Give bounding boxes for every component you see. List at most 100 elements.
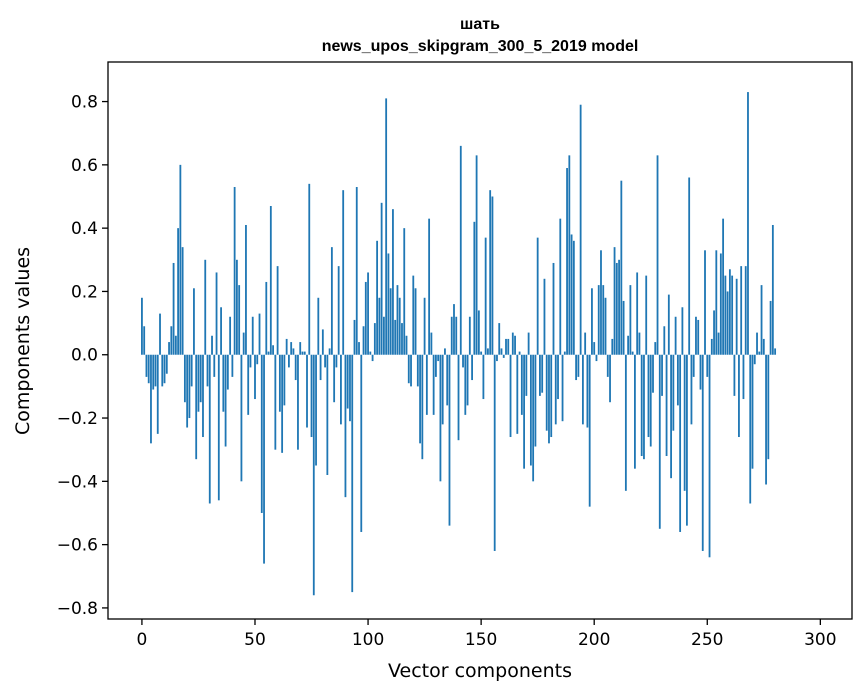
bar-215 bbox=[627, 335, 630, 355]
bar-167 bbox=[518, 351, 521, 355]
bar-116 bbox=[403, 228, 406, 355]
bar-122 bbox=[416, 354, 419, 387]
bar-189 bbox=[568, 155, 571, 355]
bar-21 bbox=[188, 354, 191, 419]
bar-67 bbox=[292, 348, 295, 355]
bar-216 bbox=[629, 285, 632, 355]
bar-277 bbox=[767, 354, 770, 460]
bar-59 bbox=[274, 354, 277, 450]
bar-218 bbox=[634, 354, 636, 469]
bar-40 bbox=[231, 354, 234, 377]
bar-74 bbox=[308, 183, 311, 355]
bar-154 bbox=[489, 190, 492, 355]
bar-99 bbox=[364, 281, 367, 355]
bar-28 bbox=[204, 259, 207, 355]
bar-109 bbox=[387, 253, 390, 355]
bar-262 bbox=[733, 354, 736, 396]
bar-71 bbox=[301, 351, 304, 355]
bar-91 bbox=[346, 354, 349, 409]
bar-219 bbox=[636, 272, 639, 355]
bar-249 bbox=[704, 250, 706, 355]
bar-118 bbox=[407, 354, 410, 384]
bar-229 bbox=[658, 354, 661, 529]
bar-264 bbox=[738, 354, 740, 438]
bar-73 bbox=[306, 354, 308, 428]
bar-38 bbox=[226, 354, 229, 390]
bar-75 bbox=[310, 354, 313, 438]
bar-222 bbox=[643, 354, 645, 460]
bar-208 bbox=[611, 338, 614, 355]
bar-60 bbox=[276, 266, 279, 355]
bar-145 bbox=[468, 316, 471, 355]
bar-70 bbox=[299, 342, 302, 355]
bar-251 bbox=[708, 354, 711, 558]
bar-237 bbox=[676, 354, 679, 406]
bar-155 bbox=[491, 196, 494, 355]
bar-42 bbox=[236, 259, 238, 355]
bar-94 bbox=[353, 319, 356, 355]
bar-77 bbox=[315, 354, 317, 466]
bar-253 bbox=[713, 310, 715, 355]
bar-27 bbox=[202, 354, 204, 438]
bar-22 bbox=[190, 354, 193, 387]
bar-255 bbox=[717, 332, 720, 355]
bar-63 bbox=[283, 354, 286, 406]
bar-106 bbox=[380, 202, 383, 355]
bar-200 bbox=[593, 342, 596, 355]
bar-188 bbox=[566, 168, 568, 355]
plot-frame bbox=[107, 61, 853, 620]
bar-191 bbox=[572, 240, 575, 355]
bar-26 bbox=[199, 354, 202, 403]
x-tick-label: 0 bbox=[137, 630, 148, 650]
bar-101 bbox=[369, 351, 372, 355]
bar-87 bbox=[337, 266, 340, 355]
bar-136 bbox=[448, 354, 451, 526]
bar-113 bbox=[396, 285, 399, 355]
bar-224 bbox=[647, 354, 650, 438]
bar-271 bbox=[753, 354, 756, 365]
bar-159 bbox=[500, 348, 503, 355]
bar-198 bbox=[588, 354, 591, 507]
bar-168 bbox=[520, 354, 523, 415]
bar-278 bbox=[769, 300, 772, 355]
y-tick-label: −0.2 bbox=[57, 409, 98, 429]
bar-0 bbox=[141, 297, 143, 355]
bar-170 bbox=[525, 354, 528, 396]
bar-141 bbox=[459, 145, 462, 355]
bar-110 bbox=[389, 288, 392, 355]
bar-132 bbox=[439, 354, 442, 482]
bar-96 bbox=[358, 342, 360, 355]
bar-243 bbox=[690, 354, 693, 425]
bar-43 bbox=[238, 285, 241, 355]
bar-124 bbox=[421, 354, 424, 460]
bar-173 bbox=[532, 354, 535, 482]
bar-202 bbox=[597, 285, 600, 355]
bar-213 bbox=[622, 300, 625, 355]
bar-51 bbox=[256, 354, 259, 365]
bar-232 bbox=[665, 354, 668, 457]
y-axis-ticks: −0.8 −0.6 −0.4 −0.2 0.0 0.2 0.4 0.6 0.8 bbox=[57, 93, 108, 619]
bar-47 bbox=[247, 354, 250, 415]
bar-4 bbox=[150, 354, 152, 444]
bar-100 bbox=[367, 272, 369, 355]
chart-subtitle: news_upos_skipgram_300_5_2019 model bbox=[322, 38, 639, 55]
bar-157 bbox=[496, 354, 498, 362]
bars-group bbox=[141, 92, 777, 596]
bar-165 bbox=[514, 335, 516, 355]
bar-119 bbox=[410, 354, 412, 387]
bar-20 bbox=[186, 354, 189, 428]
y-tick-label: 0.2 bbox=[71, 282, 98, 302]
bar-190 bbox=[570, 234, 573, 355]
bar-227 bbox=[654, 342, 657, 355]
bar-143 bbox=[464, 354, 467, 415]
bar-231 bbox=[663, 326, 666, 355]
bar-199 bbox=[591, 288, 593, 355]
bar-9 bbox=[161, 354, 164, 387]
bar-269 bbox=[749, 354, 752, 504]
bar-150 bbox=[480, 351, 483, 355]
bar-228 bbox=[656, 155, 659, 355]
bar-197 bbox=[586, 354, 589, 428]
bar-85 bbox=[333, 354, 336, 403]
y-tick-label: 0.4 bbox=[71, 219, 98, 239]
bar-62 bbox=[281, 354, 284, 453]
